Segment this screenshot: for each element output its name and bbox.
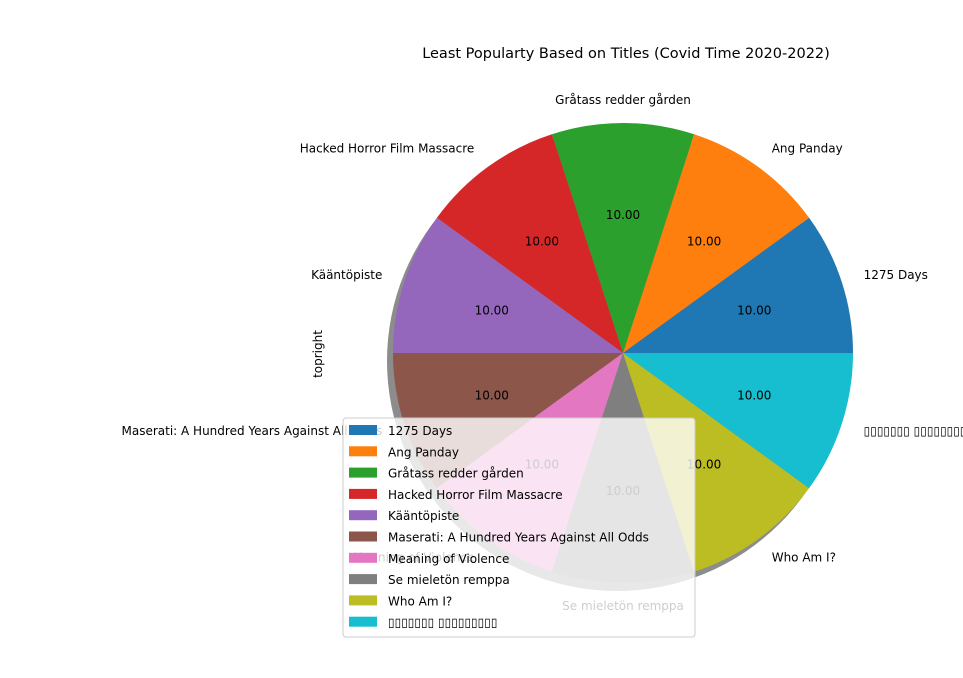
slice-value-label: 10.00 [687, 458, 721, 472]
legend-swatch [349, 467, 377, 478]
legend: 1275 Days Ang Panday Gråtass redder gården… [342, 417, 696, 638]
slice-value-label: 10.00 [475, 303, 509, 317]
legend-swatch [349, 595, 377, 606]
legend-entry: Meaning of Violence [388, 552, 509, 566]
pie-slice [623, 217, 853, 353]
slice-label: Gråtass redder gården [555, 93, 691, 107]
legend-swatch [349, 510, 377, 521]
pie-slice [393, 217, 623, 353]
legend-entry: Kääntöpiste [388, 509, 459, 523]
legend-swatch [349, 488, 377, 499]
pie-slice [551, 122, 695, 353]
slice-value-label: 10.00 [737, 389, 771, 403]
slice-value-label: 10.00 [475, 389, 509, 403]
slice-value-label: 10.00 [525, 234, 559, 248]
legend-swatch [349, 616, 377, 627]
legend-entry: ▯▯▯▯▯▯▯ ▯▯▯▯▯▯▯▯▯ [388, 616, 497, 630]
legend-entry: Gråtass redder gården [388, 467, 524, 481]
legend-swatch [349, 425, 377, 435]
legend-swatch [349, 446, 377, 457]
chart-title: Least Popularty Based on Titles (Covid T… [422, 46, 830, 62]
legend-entry: Who Am I? [388, 594, 452, 608]
legend-frame [342, 417, 696, 638]
pie-slice [623, 134, 810, 353]
legend-swatch [349, 574, 377, 585]
pie-slice [436, 134, 623, 353]
y-axis-label: topright [311, 330, 325, 378]
slice-label: Maserati: A Hundred Years Against All Od… [122, 424, 383, 438]
pie-slice [623, 353, 810, 572]
legend-entry: Ang Panday [388, 445, 459, 459]
slice-value-label: 10.00 [606, 208, 640, 222]
slice-value-label: 10.00 [687, 234, 721, 248]
slice-label: Who Am I? [772, 551, 836, 565]
legend-entry: Maserati: A Hundred Years Against All Od… [388, 531, 649, 545]
legend-entry: 1275 Days [388, 424, 452, 438]
pie-slice [623, 353, 853, 489]
legend-swatch [349, 552, 377, 563]
slice-label: 1275 Days [864, 268, 928, 282]
slice-label: Hacked Horror Film Massacre [300, 141, 475, 155]
legend-swatch [349, 531, 377, 542]
legend-entry: Se mieletön remppa [388, 573, 510, 587]
slice-value-label: 10.00 [737, 303, 771, 317]
slice-label: Ang Panday [772, 141, 843, 155]
slice-label: Kääntöpiste [311, 268, 382, 282]
slice-label: ▯▯▯▯▯▯▯ ▯▯▯▯▯▯▯▯▯ [864, 424, 963, 438]
legend-entry: Hacked Horror Film Massacre [388, 488, 563, 502]
